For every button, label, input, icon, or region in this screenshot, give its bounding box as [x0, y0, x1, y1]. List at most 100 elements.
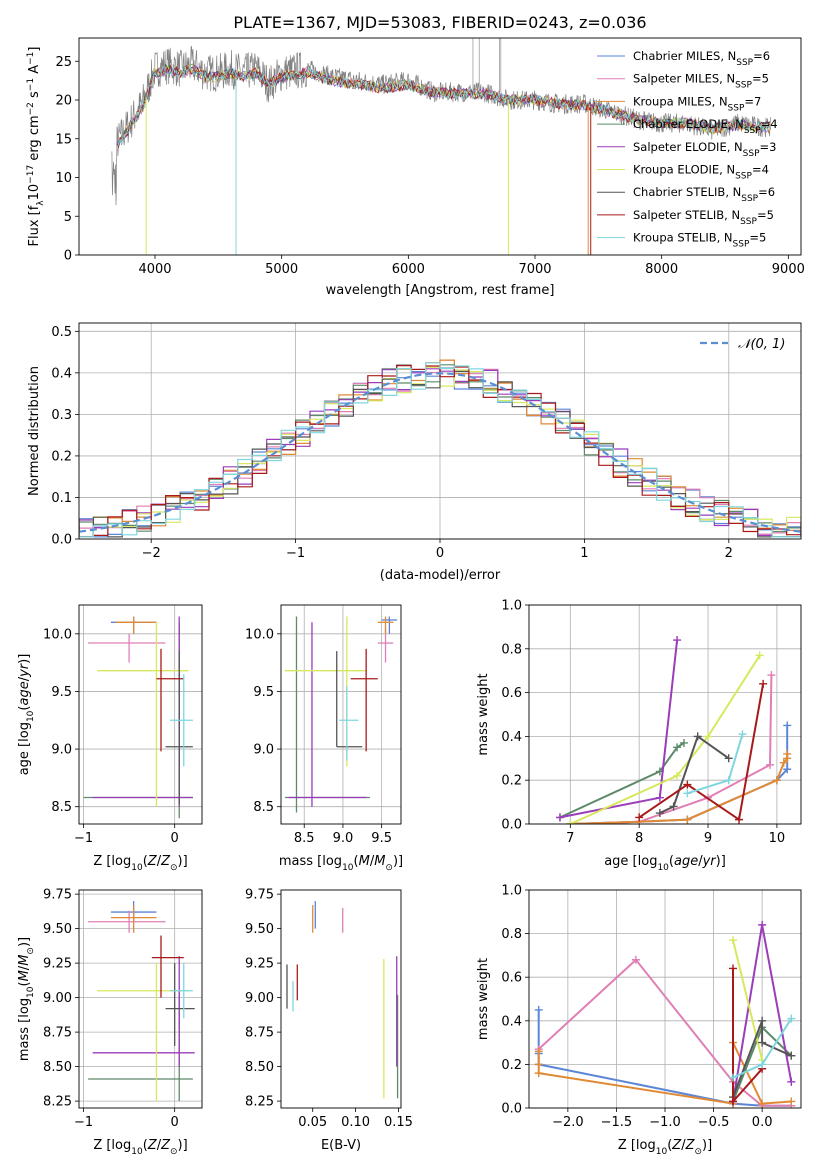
label-part: 10 — [342, 863, 354, 873]
legend-entry: Kroupa ELODIE, NSSP=4 — [633, 163, 769, 182]
spectrum-axes: 4000 5000 6000 7000 8000 9000 0 5 10 15 20 25 — [55, 55, 804, 277]
y-tick-label: 9.5 — [51, 685, 72, 700]
x-tick-label: 8.5 — [294, 831, 315, 846]
y-tick-label: 9.00 — [43, 991, 72, 1006]
weight-vs-age-xlabel: age [log10(age/yr)] — [604, 854, 726, 873]
spectrum-ylabel: Flux [fλ10−17 erg cm−2 s−1 A−1] — [26, 47, 46, 247]
x-tick-label: 5000 — [265, 262, 298, 277]
label-part: Kroupa ELODIE, N — [633, 163, 735, 177]
weight-marker — [758, 1016, 767, 1025]
x-tick-label: −1 — [286, 546, 305, 561]
weight-marker — [631, 955, 640, 964]
model-spectrum — [116, 63, 771, 149]
y-tick-label: 9.25 — [245, 957, 274, 972]
label-part: Z [log — [93, 854, 131, 869]
residual-legend-label: 𝒩(0, 1) — [738, 337, 785, 352]
label-part: Kroupa STELIB, N — [633, 231, 733, 245]
label-part: SSP — [744, 126, 761, 136]
age-vs-mass-errorbars — [284, 616, 398, 813]
label-part: Z — [160, 1138, 171, 1153]
label-part: 10 — [657, 863, 669, 873]
label-part: Salpeter STELIB, N — [633, 208, 740, 222]
x-tick-label: 10 — [769, 831, 786, 846]
y-tick-label: 0 — [64, 249, 72, 264]
y-tick-label: 8.50 — [43, 1060, 72, 1075]
x-tick-label: −1 — [74, 831, 93, 846]
x-tick-label: 0.0 — [752, 1115, 773, 1130]
label-part: λ — [36, 200, 46, 206]
y-tick-label: 9.50 — [245, 922, 274, 937]
label-part: =5 — [752, 72, 769, 86]
x-tick-label: 8000 — [645, 262, 678, 277]
y-tick-label: 9.25 — [43, 957, 72, 972]
x-tick-label: 7 — [566, 831, 574, 846]
label-part: ⊙ — [170, 863, 178, 873]
x-tick-label: −1.0 — [649, 1115, 681, 1130]
weight-marker — [673, 636, 682, 645]
y-tick-label: 0.4 — [501, 1014, 522, 1029]
weight-marker — [738, 730, 747, 739]
label-part: =3 — [760, 140, 777, 154]
weight-marker — [755, 651, 764, 660]
weight-marker — [787, 1051, 796, 1060]
label-part: / — [17, 965, 32, 970]
label-part: Salpeter MILES, N — [633, 72, 735, 86]
label-part: / — [157, 1138, 162, 1153]
age-vs-Z-axes: −1 0 8.5 9.0 9.5 10.0 — [43, 605, 202, 846]
label-part: −2 — [26, 102, 36, 115]
y-tick-label: 1.0 — [501, 884, 522, 899]
label-part: Z [log — [618, 1138, 656, 1153]
label-part: M — [17, 955, 32, 966]
residuals-frame — [78, 322, 802, 540]
label-part: Z — [685, 1138, 696, 1153]
y-tick-label: 8.25 — [245, 1095, 274, 1110]
label-part: ( — [354, 854, 359, 869]
label-part: ] — [27, 47, 42, 52]
x-tick-label: 0 — [171, 831, 179, 846]
label-part: 10 — [26, 986, 36, 998]
weight-series — [732, 939, 764, 1061]
label-part: Z — [671, 1138, 682, 1153]
weight-vs-age-axes: 7 8 9 10 0.0 0.2 0.4 0.6 0.8 1.0 — [501, 599, 801, 846]
y-tick-label: 8.50 — [245, 1060, 274, 1075]
x-tick-label: 6000 — [392, 262, 425, 277]
label-part: / — [157, 854, 162, 869]
y-tick-label: 9.5 — [253, 685, 274, 700]
mass-vs-EBV-axes: 0.05 0.10 0.15 8.25 8.50 8.75 9.00 9.25 9.50 9.75 — [245, 888, 413, 1130]
y-tick-label: 9.75 — [43, 888, 72, 903]
weight-marker — [729, 1097, 737, 1106]
y-tick-label: 0.2 — [501, 774, 522, 789]
y-tick-label: 8.75 — [245, 1026, 274, 1041]
weight-marker — [729, 1073, 737, 1082]
age-vs-Z-errorbars — [83, 616, 193, 819]
legend-entry: Chabrier MILES, NSSP=6 — [633, 49, 770, 68]
gaussian-curve — [79, 372, 801, 533]
x-tick-label: −2 — [142, 546, 161, 561]
y-tick-label: 0.0 — [501, 1102, 522, 1117]
label-part: yr — [702, 854, 718, 869]
label-part: M — [359, 854, 370, 869]
weight-marker — [729, 936, 737, 945]
x-tick-label: 8 — [635, 831, 643, 846]
weight-series — [569, 654, 761, 824]
label-part: ⊙ — [385, 863, 393, 873]
label-part: ( — [17, 706, 32, 711]
spectrum-lines — [111, 38, 771, 255]
weight-marker — [566, 820, 575, 824]
label-part: mass [log — [17, 998, 32, 1061]
weight-marker — [724, 754, 733, 763]
x-tick-label: 2 — [725, 546, 733, 561]
label-part: )] — [17, 654, 32, 664]
label-part: )] — [178, 854, 188, 869]
weight-marker — [693, 732, 702, 741]
y-tick-label: 20 — [55, 94, 72, 109]
x-tick-label: 7000 — [518, 262, 551, 277]
weight-marker — [758, 1060, 767, 1069]
label-part: / — [681, 1138, 686, 1153]
histogram-steps — [79, 359, 801, 538]
weight-series — [638, 683, 765, 822]
y-tick-label: 10 — [55, 171, 72, 186]
weight-series — [659, 734, 730, 814]
x-tick-label: −1 — [74, 1115, 93, 1130]
label-part: ( — [17, 981, 32, 986]
